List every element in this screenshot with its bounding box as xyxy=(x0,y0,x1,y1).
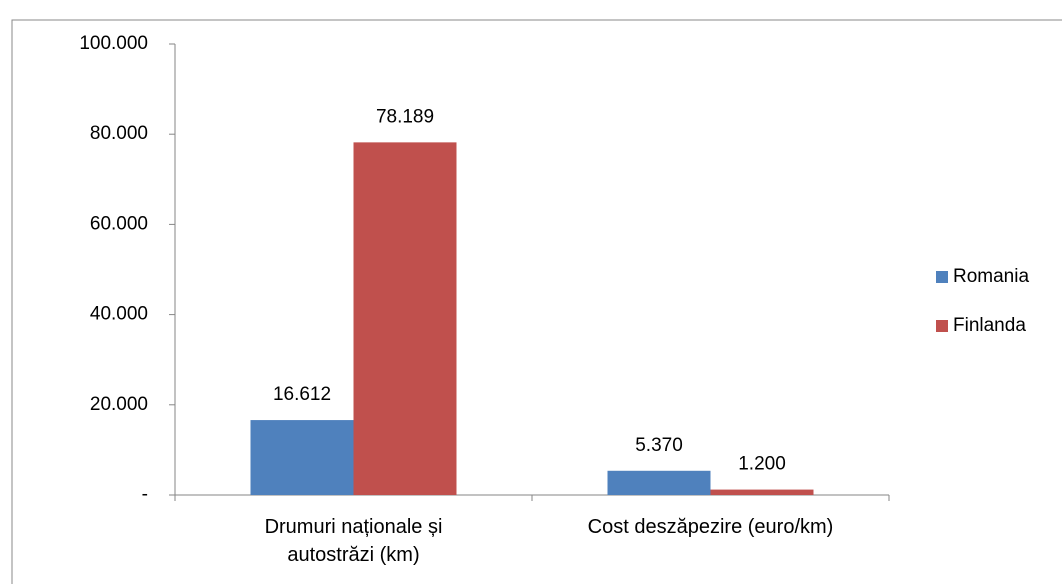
chart-border xyxy=(11,19,1062,584)
data-label: 16.612 xyxy=(273,384,331,405)
x-tick-label: Cost deszăpezire (euro/km) xyxy=(587,516,834,538)
data-label: 78.189 xyxy=(376,106,434,127)
bar xyxy=(353,142,457,495)
legend-swatch xyxy=(936,320,948,332)
data-label: 5.370 xyxy=(635,435,683,456)
legend-label: Finlanda xyxy=(953,315,1026,336)
y-tick-label: 80.000 xyxy=(90,123,148,144)
bar xyxy=(607,470,711,495)
y-tick-label: 40.000 xyxy=(90,304,148,325)
y-tick-label: 60.000 xyxy=(90,213,148,234)
x-tick-label: Drumuri naționale și autostrăzi (km) xyxy=(264,516,443,566)
bar xyxy=(250,420,354,495)
legend-label: Romania xyxy=(953,266,1029,287)
legend-swatch xyxy=(936,271,948,283)
bar xyxy=(710,489,814,495)
data-label: 1.200 xyxy=(738,454,786,475)
y-tick-label: - xyxy=(142,484,148,505)
y-tick-label: 20.000 xyxy=(90,394,148,415)
y-tick-label: 100.000 xyxy=(79,33,148,54)
